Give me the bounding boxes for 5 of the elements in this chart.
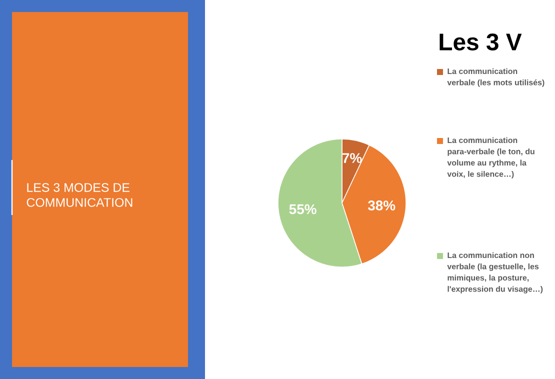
data-label: 7%: [342, 153, 362, 163]
data-label: 55%: [289, 204, 316, 214]
text: LES 3 MODES DE COMMUNICATION: [26, 183, 132, 207]
data-label: 38%: [368, 200, 396, 210]
chart-title: Les 3 V: [440, 34, 522, 50]
